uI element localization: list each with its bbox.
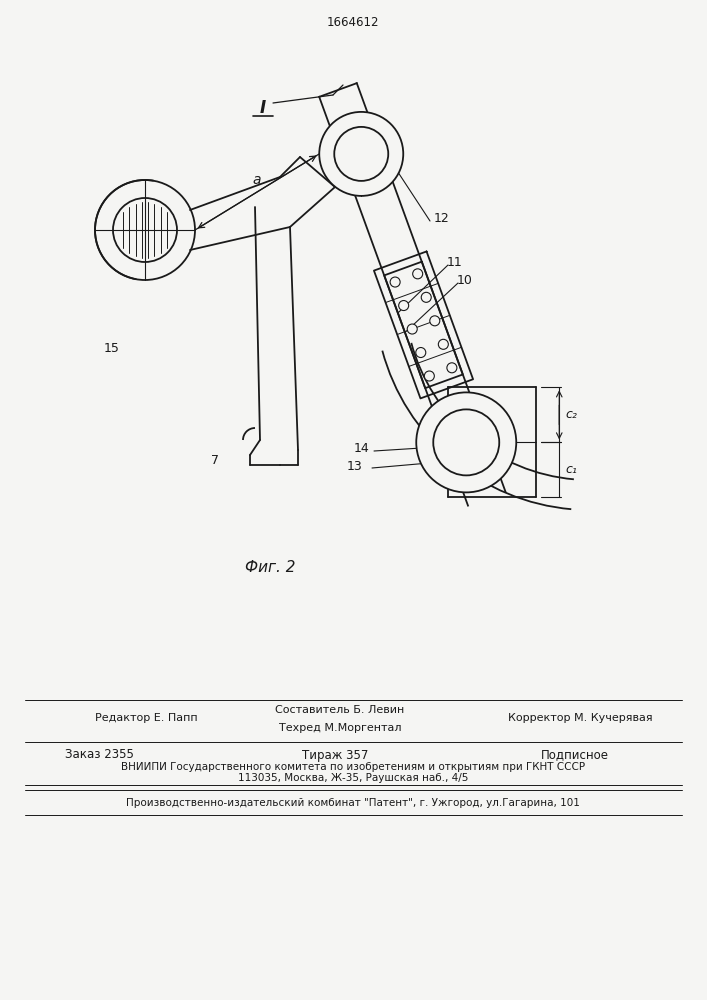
Circle shape	[447, 363, 457, 373]
Text: Производственно-издательский комбинат "Патент", г. Ужгород, ул.Гагарина, 101: Производственно-издательский комбинат "П…	[126, 798, 580, 808]
Circle shape	[433, 409, 499, 475]
Text: 1664612: 1664612	[327, 15, 379, 28]
Text: c₂: c₂	[566, 408, 577, 421]
Circle shape	[424, 371, 434, 381]
Text: a: a	[253, 173, 262, 187]
Text: Составитель Б. Левин: Составитель Б. Левин	[275, 705, 404, 715]
Circle shape	[407, 324, 417, 334]
Text: I: I	[260, 99, 266, 117]
Text: 12: 12	[434, 212, 450, 225]
Circle shape	[416, 348, 426, 358]
Text: 15: 15	[104, 342, 120, 355]
Text: Фиг. 2: Фиг. 2	[245, 560, 296, 576]
Text: 10: 10	[457, 273, 473, 286]
Text: b: b	[319, 148, 327, 161]
Text: c₁: c₁	[566, 463, 577, 476]
Text: 13: 13	[347, 460, 363, 473]
Text: 113035, Москва, Ж-35, Раушская наб., 4/5: 113035, Москва, Ж-35, Раушская наб., 4/5	[238, 773, 468, 783]
Circle shape	[390, 277, 400, 287]
Text: Подписное: Подписное	[541, 748, 609, 762]
Circle shape	[334, 127, 388, 181]
Circle shape	[413, 269, 423, 279]
Text: Редактор Е. Папп: Редактор Е. Папп	[95, 713, 198, 723]
Circle shape	[399, 301, 409, 311]
Text: 14: 14	[354, 442, 370, 454]
Circle shape	[421, 292, 431, 302]
Circle shape	[430, 316, 440, 326]
Text: ВНИИПИ Государственного комитета по изобретениям и открытиям при ГКНТ СССР: ВНИИПИ Государственного комитета по изоб…	[121, 762, 585, 772]
Circle shape	[438, 339, 448, 349]
Text: 11: 11	[447, 255, 463, 268]
Text: Техред М.Моргентал: Техред М.Моргентал	[279, 723, 402, 733]
Text: Заказ 2355: Заказ 2355	[65, 748, 134, 762]
Circle shape	[416, 392, 516, 492]
Text: Корректор М. Кучерявая: Корректор М. Кучерявая	[508, 713, 653, 723]
Text: 7: 7	[211, 454, 219, 466]
Text: Тираж 357: Тираж 357	[302, 748, 368, 762]
Circle shape	[320, 112, 403, 196]
